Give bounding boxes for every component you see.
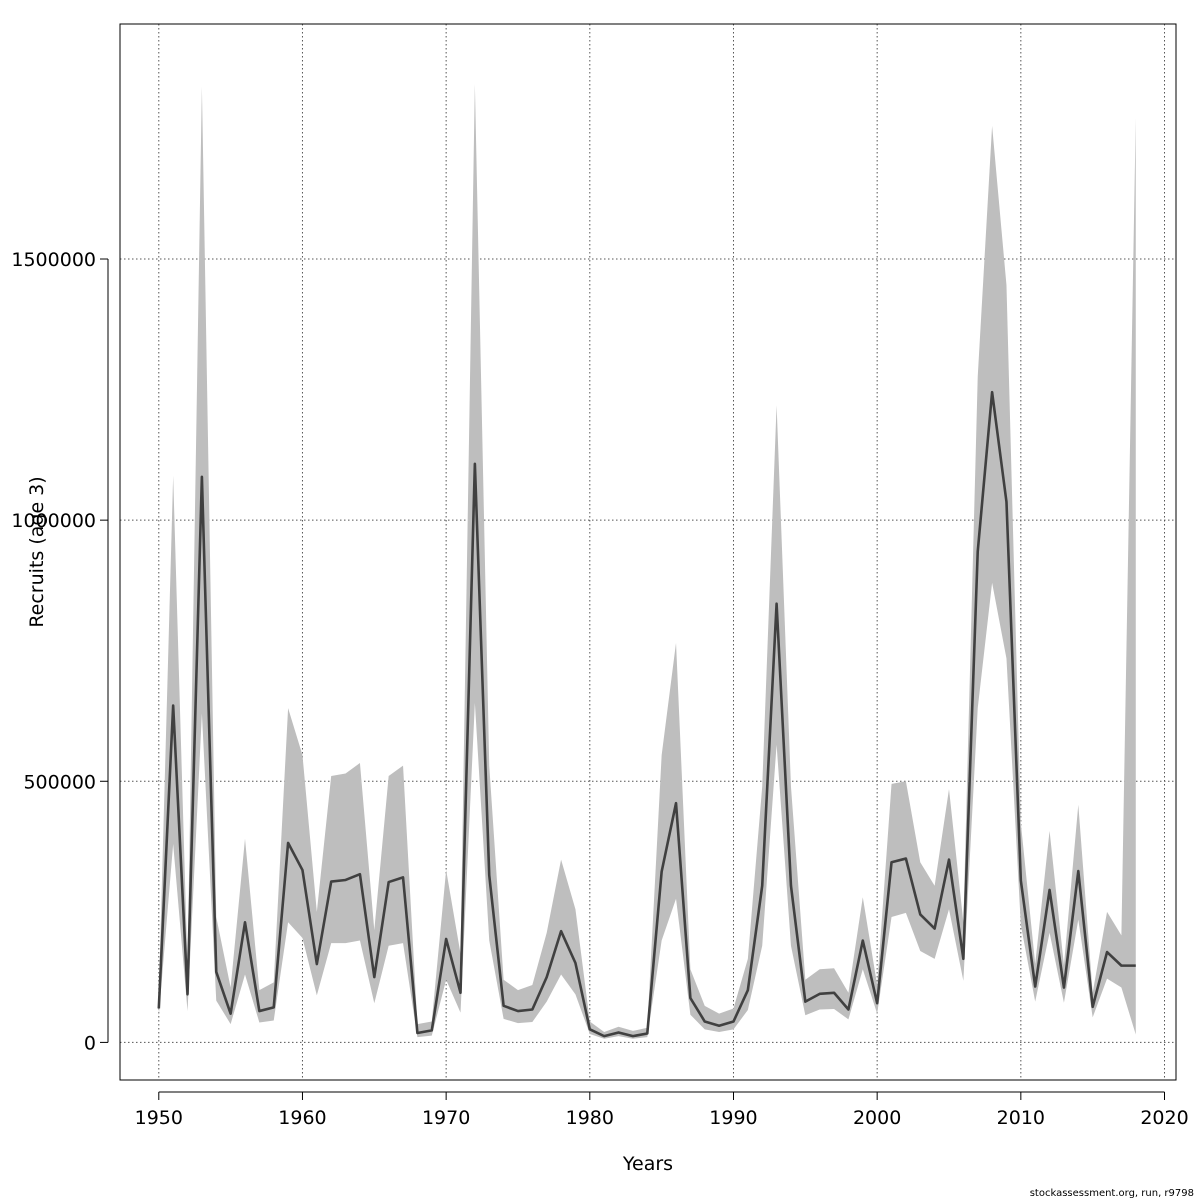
credit-text: stockassessment.org, run, r9798	[1030, 1188, 1194, 1199]
y-axis: 0 500000 1000000 1500000	[11, 249, 109, 1054]
x-tick-label-2: 1970	[422, 1107, 470, 1129]
x-axis: 1950 1960 1970 1980 1990 2000 2010 2020	[135, 1091, 1189, 1129]
x-tick-label-1: 1960	[278, 1107, 326, 1129]
x-tick-label-3: 1980	[566, 1107, 614, 1129]
y-tick-label-1: 500000	[23, 771, 96, 793]
x-tick-label-4: 1990	[709, 1107, 757, 1129]
x-axis-title: Years	[622, 1153, 673, 1175]
x-tick-label-7: 2020	[1140, 1107, 1188, 1129]
recruits-line	[157, 390, 1136, 1038]
y-tick-label-3: 1500000	[11, 249, 96, 271]
y-tick-label-2: 1000000	[11, 510, 96, 532]
grid-lines	[120, 24, 1176, 1080]
x-tick-label-0: 1950	[135, 1107, 183, 1129]
confidence-band	[158, 84, 1136, 1039]
x-tick-label-6: 2010	[997, 1107, 1045, 1129]
y-tick-label-0: 0	[84, 1032, 96, 1054]
y-axis-title: Recruits (age 3)	[26, 476, 48, 627]
plot-frame	[119, 23, 1177, 1081]
x-tick-label-5: 2000	[853, 1107, 901, 1129]
